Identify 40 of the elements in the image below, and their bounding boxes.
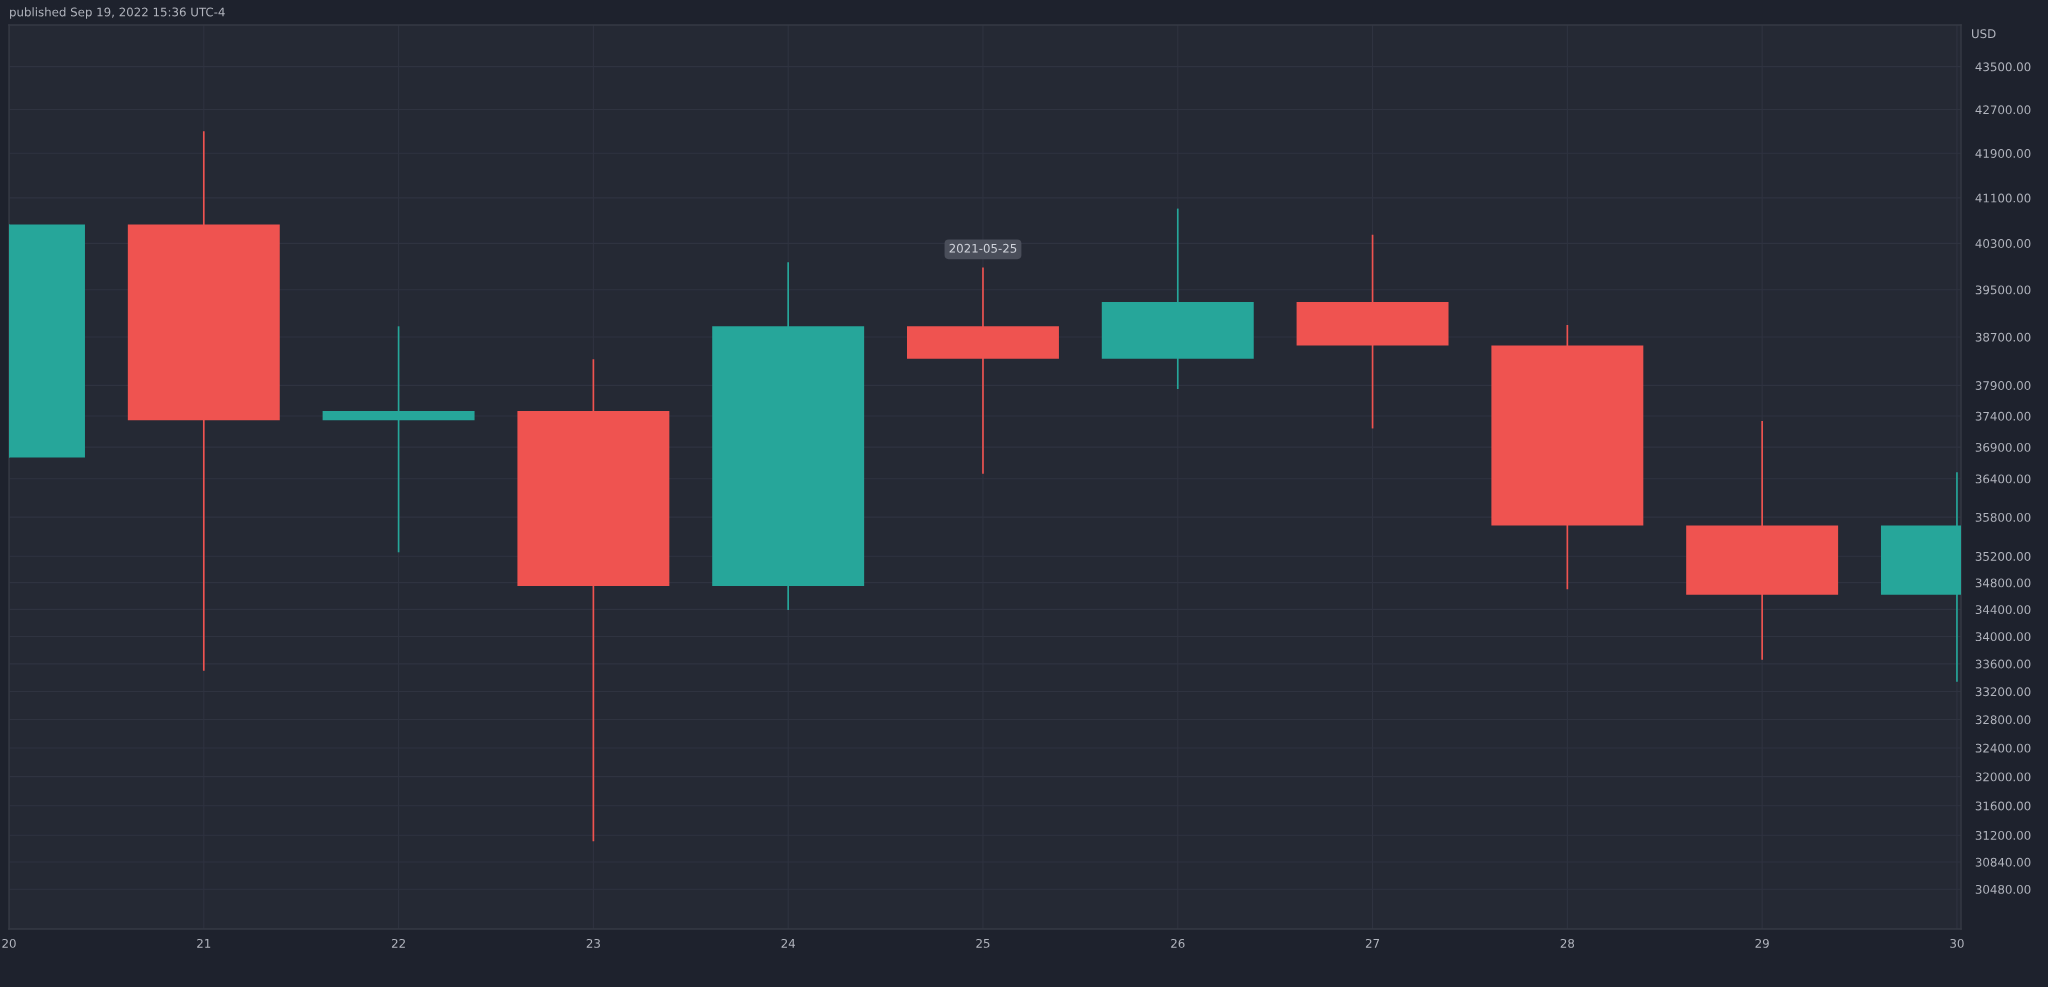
y-tick-label: 34000.00 <box>1975 632 2031 642</box>
y-tick-label: 34800.00 <box>1975 578 2031 588</box>
y-tick-label: 32800.00 <box>1975 715 2031 725</box>
x-tick-label: 28 <box>1560 938 1575 948</box>
y-tick-label: 33200.00 <box>1975 687 2031 697</box>
x-tick-label: 22 <box>391 938 405 948</box>
y-tick-label: 35800.00 <box>1975 512 2031 522</box>
y-tick-label: 37400.00 <box>1975 411 2031 421</box>
y-tick-label: 32400.00 <box>1975 743 2031 753</box>
y-tick-label: 33600.00 <box>1975 659 2031 669</box>
y-tick-label: 32000.00 <box>1975 772 2031 782</box>
x-tick-label: 27 <box>1365 938 1380 948</box>
x-tick-label: 26 <box>1171 938 1185 948</box>
text: published Sep 19, 2022 15:36 UTC-4 <box>10 7 225 19</box>
x-tick-label: 21 <box>197 938 211 948</box>
x-tick-label: 25 <box>976 938 990 948</box>
x-tick-label: 30 <box>1950 938 1964 948</box>
x-tick-label: 23 <box>586 938 600 948</box>
y-tick-label: 31600.00 <box>1975 801 2031 811</box>
x-tick-label: 20 <box>2 938 16 948</box>
annotation: 2021-05-25 <box>949 243 1017 253</box>
y-tick-label: 40300.00 <box>1975 239 2031 248</box>
y-tick-label: 30480.00 <box>1975 884 2031 894</box>
x-tick-label: 24 <box>781 938 796 948</box>
y-tick-label: 38700.00 <box>1975 332 2031 342</box>
y-tick-label: 30840.00 <box>1975 857 2031 867</box>
y-tick-label: 36400.00 <box>1975 474 2031 484</box>
candlestick <box>322 325 475 554</box>
y-tick-label: 37900.00 <box>1975 381 2031 390</box>
y-tick-label: 31200.00 <box>1975 830 2031 840</box>
y-tick-label: 42700.00 <box>1975 105 2031 115</box>
y-tick-label: 36900.00 <box>1975 442 2031 452</box>
y-tick-label: 41900.00 <box>1975 149 2031 158</box>
y-tick-label: 34400.00 <box>1975 605 2031 615</box>
y-tick-label: 43500.00 <box>1975 62 2031 72</box>
x-tick-label: 29 <box>1755 938 1769 948</box>
y-axis-title: USD <box>1972 29 1996 39</box>
y-tick-label: 41100.00 <box>1975 193 2031 203</box>
y-tick-label: 35200.00 <box>1975 551 2031 561</box>
y-tick-label: 39500.00 <box>1975 285 2031 295</box>
